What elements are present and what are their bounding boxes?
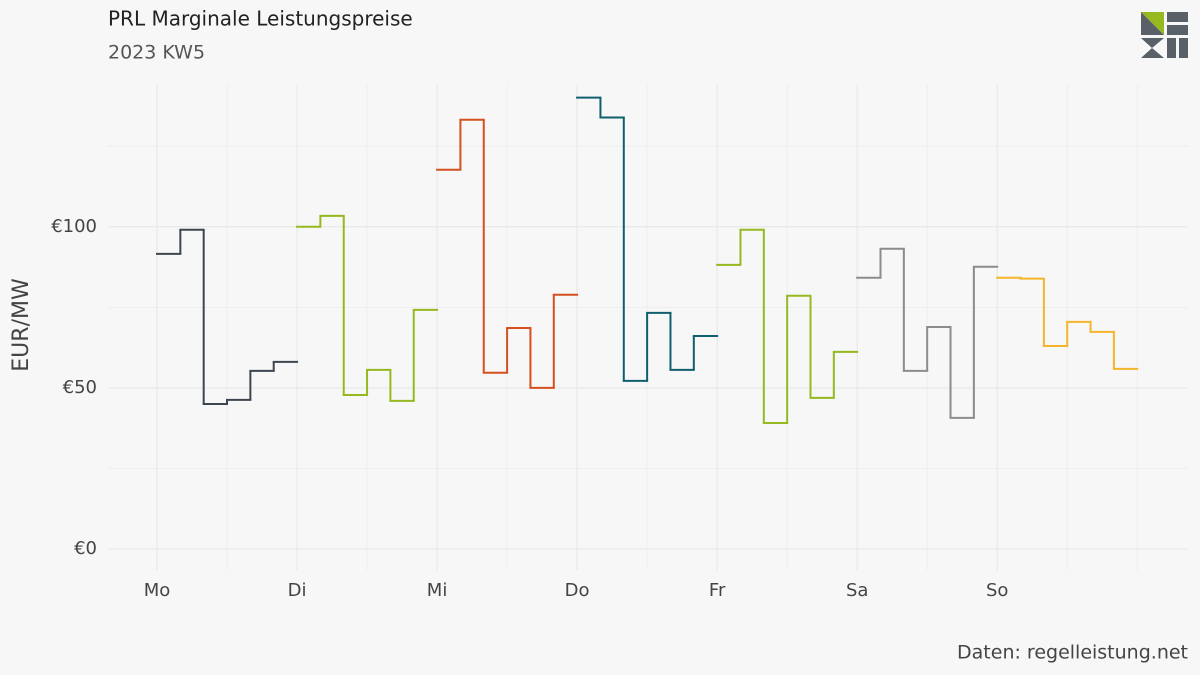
y-tick-label: €0 — [74, 538, 97, 559]
y-axis-label: EUR/MW — [9, 278, 34, 372]
y-tick-label: €100 — [51, 216, 97, 237]
y-tick-label: €50 — [63, 377, 97, 398]
x-tick-label: So — [986, 580, 1008, 601]
x-tick-label: Fr — [709, 580, 726, 601]
x-tick-label: Do — [565, 580, 590, 601]
x-tick-label: Mi — [427, 580, 448, 601]
x-tick-label: Di — [288, 580, 307, 601]
logo — [1141, 12, 1188, 58]
chart-subtitle: 2023 KW5 — [108, 42, 205, 64]
chart-title: PRL Marginale Leistungspreise — [108, 7, 413, 31]
x-tick-label: Sa — [846, 580, 868, 601]
x-tick-label: Mo — [144, 580, 171, 601]
source-note: Daten: regelleistung.net — [957, 642, 1188, 664]
